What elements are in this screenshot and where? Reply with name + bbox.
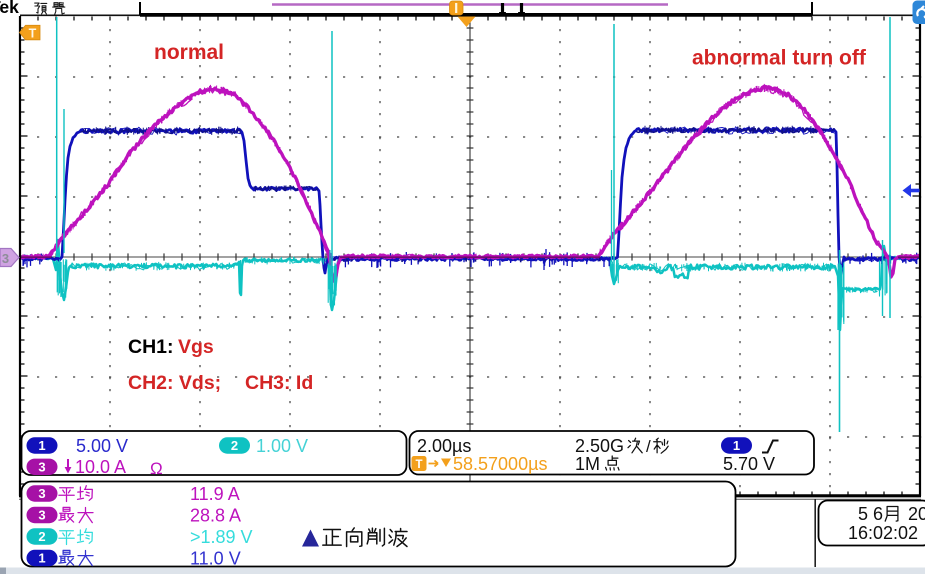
svg-text:3: 3 <box>2 251 9 266</box>
svg-text:abnormal turn off: abnormal turn off <box>692 47 867 70</box>
svg-text:1: 1 <box>38 438 45 453</box>
svg-text:58.57000µs: 58.57000µs <box>453 454 547 474</box>
svg-text:3: 3 <box>38 508 45 523</box>
svg-text:5 6: 5 6 <box>858 504 883 524</box>
svg-text:5.00 V: 5.00 V <box>76 436 128 456</box>
svg-text:20: 20 <box>908 504 925 524</box>
svg-text:2: 2 <box>38 529 45 544</box>
svg-text:10.0 A: 10.0 A <box>75 457 126 477</box>
svg-text:1.00 V: 1.00 V <box>256 436 308 456</box>
svg-text:3: 3 <box>38 486 45 501</box>
svg-text:normal: normal <box>154 41 224 64</box>
svg-text:T: T <box>415 459 422 471</box>
svg-text:28.8 A: 28.8 A <box>190 506 241 526</box>
svg-text:Vgs: Vgs <box>178 336 214 358</box>
svg-text:1: 1 <box>733 438 740 453</box>
svg-text:2.00µs: 2.00µs <box>417 436 471 456</box>
svg-text:/: / <box>646 437 651 456</box>
svg-text:11.0 V: 11.0 V <box>190 549 241 569</box>
svg-text:>1.89 V: >1.89 V <box>190 527 253 547</box>
svg-text:1M: 1M <box>575 454 600 474</box>
svg-text:2.50G: 2.50G <box>575 436 624 456</box>
svg-text:16:02:02: 16:02:02 <box>848 523 918 543</box>
svg-text:1: 1 <box>38 551 45 566</box>
svg-text:2: 2 <box>231 438 238 453</box>
svg-text:3: 3 <box>38 459 45 474</box>
svg-text:Ω: Ω <box>150 459 163 478</box>
svg-text:CH3: Id: CH3: Id <box>245 372 313 394</box>
svg-text:CH2: Vds;: CH2: Vds; <box>128 372 221 394</box>
svg-text:CH1:: CH1: <box>128 336 174 358</box>
svg-text:T: T <box>29 27 37 41</box>
svg-text:11.9 A: 11.9 A <box>190 484 240 504</box>
svg-text:Tek: Tek <box>0 0 19 17</box>
svg-text:5.70 V: 5.70 V <box>723 454 775 474</box>
